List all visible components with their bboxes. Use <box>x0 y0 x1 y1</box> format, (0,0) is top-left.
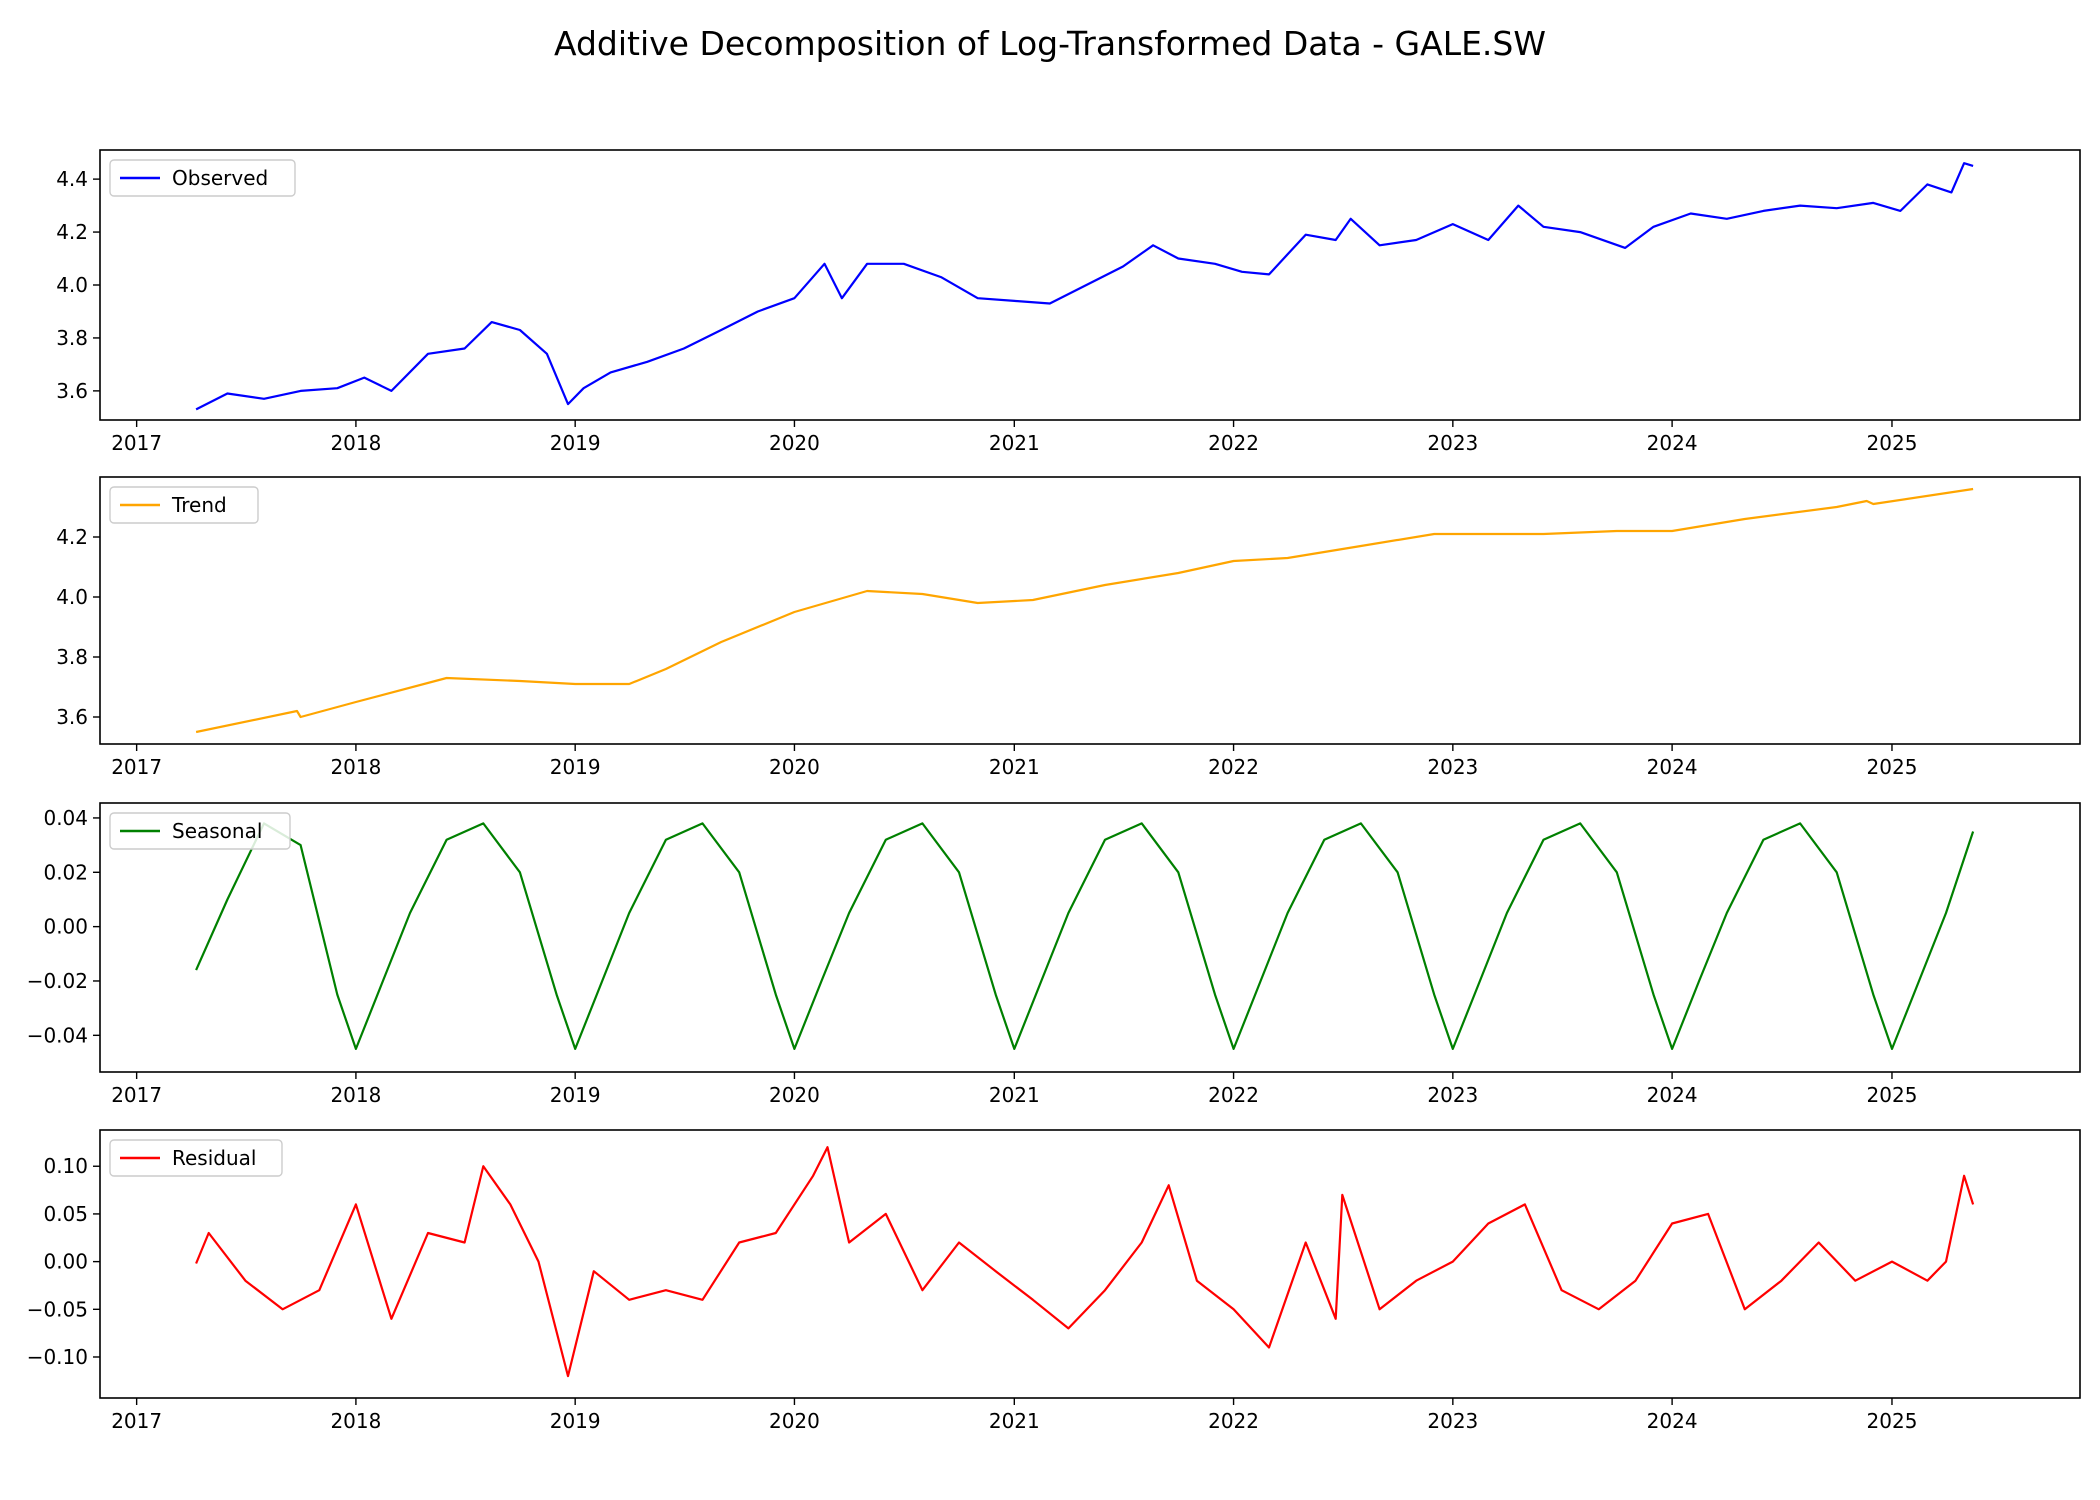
x-tick-label: 2022 <box>1208 1409 1259 1433</box>
legend-box <box>109 812 291 850</box>
x-tick-label: 2025 <box>1867 431 1918 455</box>
y-tick-label: 0.02 <box>43 860 88 884</box>
x-tick-label: 2020 <box>769 431 820 455</box>
x-tick-label: 2019 <box>550 755 601 779</box>
y-tick-label: −0.10 <box>27 1345 88 1369</box>
y-tick-label: 3.8 <box>56 326 88 350</box>
y-tick-label: 0.00 <box>43 1250 88 1274</box>
panel-seasonal: 2017 2018 2019 2020 2021 2022 2023 2024 2025 −0.0… <box>27 802 2081 1107</box>
legend-label: Seasonal <box>172 819 262 843</box>
x-tick-label: 2024 <box>1647 1083 1698 1107</box>
x-tick-label: 2017 <box>111 755 162 779</box>
y-tick-label: −0.04 <box>27 1023 88 1047</box>
legend-box <box>109 486 259 524</box>
x-tick-label: 2024 <box>1647 1409 1698 1433</box>
x-tick-label: 2023 <box>1427 1409 1478 1433</box>
axes-frame <box>99 1129 2081 1399</box>
x-tick-label: 2018 <box>330 431 381 455</box>
y-tick-label: 0.05 <box>43 1202 88 1226</box>
x-tick-label: 2019 <box>550 1409 601 1433</box>
y-tick-label: 0.10 <box>43 1154 88 1178</box>
x-tick-label: 2018 <box>330 755 381 779</box>
x-tick-label: 2023 <box>1427 1083 1478 1107</box>
x-tick-label: 2021 <box>989 431 1040 455</box>
legend-label: Residual <box>172 1146 256 1170</box>
y-tick-label: 0.04 <box>43 806 88 830</box>
x-tick-label: 2020 <box>769 1083 820 1107</box>
axes-frame <box>99 802 2081 1073</box>
y-tick-label: 4.0 <box>56 585 88 609</box>
x-tick-label: 2017 <box>111 1083 162 1107</box>
panel-residual: 2017 2018 2019 2020 2021 2022 2023 2024 2025 −0.1… <box>27 1129 2081 1433</box>
legend-label: Trend <box>171 493 227 517</box>
x-tick-label: 2021 <box>989 1083 1040 1107</box>
panel-trend: 2017 2018 2019 2020 2021 2022 2023 2024 2025 3.6 3… <box>56 476 2081 779</box>
x-tick-label: 2022 <box>1208 755 1259 779</box>
x-tick-label: 2019 <box>550 431 601 455</box>
axes-frame <box>99 476 2081 745</box>
y-tick-label: 3.6 <box>56 705 88 729</box>
x-tick-label: 2017 <box>111 1409 162 1433</box>
x-tick-label: 2024 <box>1647 755 1698 779</box>
y-tick-label: 4.2 <box>56 525 88 549</box>
y-tick-label: 4.4 <box>56 167 88 191</box>
series-line-trend <box>195 487 1974 734</box>
series-line-observed <box>195 162 1974 411</box>
legend-box <box>109 159 296 197</box>
x-tick-label: 2023 <box>1427 431 1478 455</box>
legend-label: Observed <box>172 166 268 190</box>
x-tick-label: 2024 <box>1647 431 1698 455</box>
series-line-seasonal <box>195 822 1975 1051</box>
x-tick-label: 2017 <box>111 431 162 455</box>
x-tick-label: 2022 <box>1208 431 1259 455</box>
figure-title: Additive Decomposition of Log-Transforme… <box>554 24 1546 63</box>
x-tick-label: 2023 <box>1427 755 1478 779</box>
x-tick-label: 2025 <box>1867 1409 1918 1433</box>
x-tick-label: 2021 <box>989 755 1040 779</box>
panels: 2017 2018 2019 2020 2021 2022 2023 2024 2025 3.6 3… <box>27 149 2081 1433</box>
x-tick-label: 2018 <box>330 1083 381 1107</box>
x-tick-label: 2025 <box>1867 755 1918 779</box>
x-tick-label: 2021 <box>989 1409 1040 1433</box>
x-tick-label: 2022 <box>1208 1083 1259 1107</box>
x-tick-label: 2020 <box>769 755 820 779</box>
y-tick-label: 4.0 <box>56 273 88 297</box>
y-tick-label: 3.8 <box>56 645 88 669</box>
panel-observed: 2017 2018 2019 2020 2021 2022 2023 2024 2025 3.6 3… <box>56 149 2081 455</box>
y-tick-label: −0.05 <box>27 1297 88 1321</box>
x-tick-label: 2025 <box>1867 1083 1918 1107</box>
y-tick-label: 0.00 <box>43 915 88 939</box>
x-tick-label: 2019 <box>550 1083 601 1107</box>
series-line-residual <box>195 1146 1975 1378</box>
x-tick-label: 2018 <box>330 1409 381 1433</box>
y-tick-label: −0.02 <box>27 969 88 993</box>
y-tick-label: 4.2 <box>56 220 88 244</box>
y-tick-label: 3.6 <box>56 379 88 403</box>
x-tick-label: 2020 <box>769 1409 820 1433</box>
legend-box <box>109 1139 283 1177</box>
